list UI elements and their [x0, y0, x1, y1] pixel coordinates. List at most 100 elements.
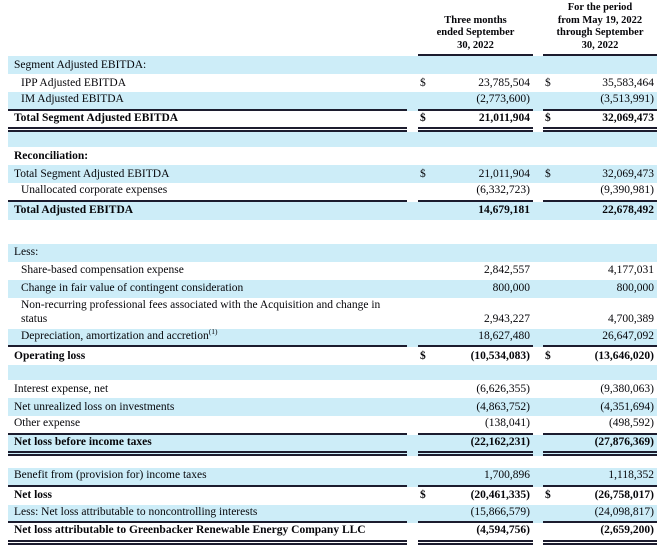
amount-value: (4,863,752): [476, 400, 530, 413]
dollar-sign: $: [420, 349, 426, 362]
spacer-row: [8, 456, 657, 468]
amount-value: 23,785,504: [478, 76, 530, 89]
value-cell-col1: (22,162,231): [418, 435, 533, 456]
row-label: Total Segment Adjusted EBITDA: [8, 111, 407, 132]
table-row: Unallocated corporate expenses (6,332,723…: [8, 183, 657, 202]
ebitda-reconciliation-table: Three months ended September 30, 2022 Fo…: [8, 2, 657, 545]
value-cell-col1: $21,011,904: [418, 165, 533, 183]
column-gap: [533, 416, 543, 435]
table-row: Non-recurring professional fees associat…: [8, 298, 657, 329]
value-cell-col1: (15,866,579): [418, 505, 533, 523]
column-gap: [533, 56, 543, 74]
table-row: Operating loss $ (10,534,083) $ (13,646,020): [8, 347, 657, 365]
column-gap: [533, 347, 543, 365]
amount-value: 21,011,904: [478, 111, 530, 124]
column-gap: [407, 347, 418, 365]
row-label: Total Segment Adjusted EBITDA: [14, 167, 170, 180]
amount-value: (4,351,694): [600, 400, 654, 413]
column-gap: [533, 487, 543, 505]
column-gap: [533, 280, 543, 298]
amount-value: 4,177,031: [608, 264, 654, 276]
amount-value: 22,678,492: [602, 204, 654, 216]
value-cell-col2: (4,351,694): [543, 398, 657, 416]
amount-value: (3,513,991): [600, 93, 654, 105]
amount-value: (13,646,020): [594, 349, 654, 362]
value-cell-col1: $ (20,461,335): [418, 487, 533, 505]
value-cell-col1: (138,041): [418, 416, 533, 435]
spacer-row: [8, 132, 657, 147]
dollar-sign: $: [545, 111, 551, 124]
column-gap: [407, 56, 418, 74]
dollar-sign: $: [545, 489, 551, 501]
column-gap: [533, 183, 543, 202]
amount-value: (9,380,063): [600, 382, 654, 395]
column-gap: [407, 183, 418, 202]
table-row: Less: Net loss attributable to noncontro…: [8, 504, 657, 523]
dollar-sign: $: [545, 167, 551, 180]
table-row: Reconciliation:: [8, 147, 657, 165]
row-label: Net unrealized loss on investments: [14, 400, 175, 413]
column-gap: [407, 202, 418, 220]
amount-value: (20,461,335): [470, 489, 530, 501]
amount-value: 18,627,480: [478, 329, 530, 342]
dollar-sign: $: [545, 76, 551, 89]
value-cell-col2: (9,380,063): [543, 380, 657, 398]
amount-value: 35,583,464: [602, 76, 654, 89]
value-cell-col1: [418, 244, 533, 262]
table-row: Benefit from (provision for) income taxe…: [8, 468, 657, 487]
table-row: Other expense (138,041) (498,592): [8, 416, 657, 435]
column-gap: [533, 92, 543, 111]
value-cell-col2: 22,678,492: [543, 202, 657, 220]
amount-value: (15,866,579): [470, 505, 530, 518]
row-label: Reconciliation:: [14, 149, 89, 162]
amount-value: (2,659,200): [600, 524, 654, 536]
dollar-sign: $: [420, 76, 426, 89]
column-gap: [407, 380, 418, 398]
value-cell-col2: $32,069,473: [543, 111, 657, 132]
amount-value: 2,842,557: [484, 264, 530, 276]
table-body: Segment Adjusted EBITDA: IPP Adjusted EBI…: [8, 56, 657, 545]
amount-value: 32,069,473: [602, 167, 654, 180]
value-cell-col1: [418, 56, 533, 74]
column-gap: [407, 523, 418, 545]
value-cell-col1: $21,011,904: [418, 111, 533, 132]
value-cell-col1: 18,627,480: [418, 329, 533, 347]
amount-value: (9,390,981): [600, 184, 654, 196]
column-gap: [407, 435, 418, 457]
row-label: Less: Net loss attributable to noncontro…: [8, 505, 407, 523]
table-row: Change in fair value of contingent consi…: [8, 279, 657, 298]
row-label: Net loss before income taxes: [8, 435, 407, 456]
column-gap: [407, 244, 418, 262]
table-row: Interest expense, net (6,626,355) (9,380,0…: [8, 380, 657, 398]
amount-value: (26,758,017): [594, 489, 654, 501]
amount-value: 800,000: [492, 282, 530, 294]
amount-value: 32,069,473: [602, 111, 654, 124]
row-label: Other expense: [8, 416, 407, 435]
amount-value: 14,679,181: [478, 204, 530, 216]
column-gap: [533, 398, 543, 416]
column-gap: [407, 147, 418, 165]
row-label: Benefit from (provision for) income taxe…: [8, 468, 407, 487]
table-row: Net loss attributable to Greenbacker Ren…: [8, 523, 657, 545]
value-cell-col2: (498,592): [543, 416, 657, 435]
column-gap: [407, 111, 418, 133]
amount-value: 21,011,904: [478, 167, 530, 180]
row-label: Non-recurring professional fees associat…: [21, 298, 381, 326]
row-label: Change in fair value of contingent consi…: [21, 282, 244, 294]
value-cell-col2: (24,098,817): [543, 505, 657, 523]
dollar-sign: $: [420, 489, 426, 501]
column-gap: [533, 329, 543, 348]
column-header-three-months: Three months ended September 30, 2022: [418, 15, 533, 56]
value-cell-col2: 4,177,031: [543, 262, 657, 280]
row-label: Less:: [14, 246, 39, 258]
value-cell-col2: 1,118,352: [543, 468, 657, 487]
column-gap: [407, 416, 418, 435]
value-cell-col2: [543, 56, 657, 74]
amount-value: 1,700,896: [484, 469, 530, 481]
row-label: Interest expense, net: [14, 382, 109, 395]
value-cell-col2: $ (26,758,017): [543, 487, 657, 505]
amount-value: 26,647,092: [602, 329, 654, 342]
column-gap: [407, 262, 418, 280]
value-cell-col2: (27,876,369): [543, 435, 657, 456]
value-cell-col1: (2,773,600): [418, 92, 533, 111]
